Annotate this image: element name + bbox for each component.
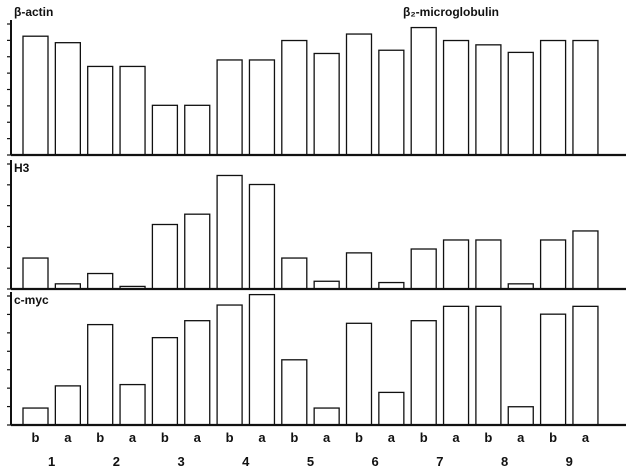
bar-1-16 — [507, 51, 534, 156]
bar-2-1 — [22, 257, 49, 290]
bar-2-13 — [410, 248, 437, 290]
bar-3-1 — [22, 407, 49, 426]
x-tick-label: a — [388, 430, 396, 445]
bar-3-11 — [345, 322, 373, 426]
x-tick-label: a — [517, 430, 525, 445]
bar-3-4 — [119, 383, 146, 426]
bar-1-7 — [216, 59, 243, 156]
bar-3-5 — [151, 336, 179, 426]
bar-2-17 — [539, 239, 567, 290]
group-label: 2 — [113, 454, 120, 467]
x-axis-labels: b a b a b a b a b a b a b a b a b a1 2 3 4 5 6 7 8 9 — [32, 430, 590, 467]
bar-3-8 — [248, 293, 276, 426]
group-label: 7 — [436, 454, 443, 467]
x-tick-label: b — [96, 430, 104, 445]
bar-3-17 — [539, 313, 567, 426]
bar-2-5 — [151, 223, 179, 290]
bar-1-3 — [87, 65, 114, 156]
panel-annotation: β₂-microglobulin — [403, 5, 499, 19]
bar-1-18 — [572, 39, 599, 156]
bar-2-6 — [184, 213, 211, 290]
x-tick-label: b — [484, 430, 492, 445]
bar-3-12 — [378, 391, 405, 426]
group-label: 3 — [177, 454, 184, 467]
x-tick-label: a — [582, 430, 590, 445]
bar-3-13 — [410, 320, 437, 426]
panel-2: H3 — [7, 160, 626, 291]
bar-1-8 — [248, 59, 276, 156]
x-tick-label: b — [226, 430, 234, 445]
bar-1-17 — [539, 39, 567, 156]
bar-2-10 — [313, 280, 340, 290]
bar-2-14 — [442, 239, 470, 290]
x-tick-label: b — [355, 430, 363, 445]
x-tick-label: a — [194, 430, 202, 445]
bar-2-18 — [572, 230, 599, 290]
panel-1: β-actin β₂-microglobulin — [7, 5, 626, 157]
panels: β-actin β₂-microglobulin H3 c-myc — [7, 5, 626, 427]
x-tick-label: a — [452, 430, 460, 445]
x-tick-label: a — [64, 430, 72, 445]
group-label: 1 — [48, 454, 55, 467]
bar-2-11 — [345, 252, 373, 290]
panel-3: c-myc — [7, 292, 626, 427]
group-label: 9 — [566, 454, 573, 467]
x-tick-label: a — [129, 430, 137, 445]
bar-3-9 — [281, 359, 308, 426]
bar-2-9 — [281, 257, 308, 290]
group-label: 8 — [501, 454, 508, 467]
bar-1-5 — [151, 104, 179, 156]
bar-3-6 — [184, 320, 211, 426]
x-tick-label: b — [290, 430, 298, 445]
bar-2-3 — [87, 272, 114, 290]
group-label: 4 — [242, 454, 250, 467]
x-tick-label: b — [549, 430, 557, 445]
group-label: 6 — [372, 454, 379, 467]
panel-title: β-actin — [14, 5, 53, 19]
bar-1-2 — [54, 42, 81, 156]
bar-2-8 — [248, 183, 276, 290]
x-tick-label: b — [420, 430, 428, 445]
bar-3-16 — [507, 406, 534, 426]
bar-3-15 — [475, 305, 502, 426]
bar-1-4 — [119, 65, 146, 156]
bar-3-18 — [572, 305, 599, 426]
bar-1-12 — [378, 49, 405, 156]
bar-1-15 — [475, 44, 502, 156]
x-tick-label: b — [32, 430, 40, 445]
bar-3-14 — [442, 305, 470, 426]
x-tick-label: a — [258, 430, 266, 445]
bar-2-15 — [475, 239, 502, 290]
group-label: 5 — [307, 454, 314, 467]
bar-3-3 — [87, 323, 114, 426]
bar-1-9 — [281, 39, 308, 156]
bar-1-11 — [345, 33, 373, 156]
bar-1-13 — [410, 26, 437, 156]
bar-1-1 — [22, 35, 49, 156]
bar-1-10 — [313, 52, 340, 156]
panel-title: H3 — [14, 161, 30, 175]
panel-title: c-myc — [14, 293, 49, 307]
bar-3-7 — [216, 304, 243, 426]
bar-3-2 — [54, 385, 81, 426]
x-tick-label: b — [161, 430, 169, 445]
bar-1-6 — [184, 104, 211, 156]
bar-2-7 — [216, 174, 243, 290]
x-tick-label: a — [323, 430, 331, 445]
bar-1-14 — [442, 39, 470, 156]
bar-3-10 — [313, 407, 340, 426]
